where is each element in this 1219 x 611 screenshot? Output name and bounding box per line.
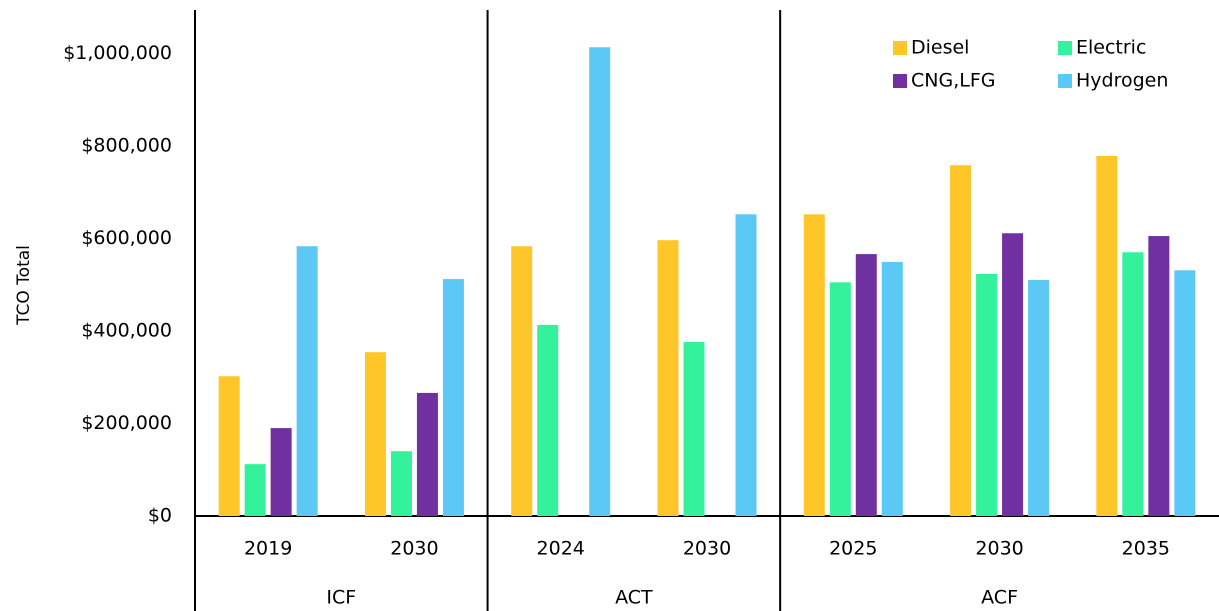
bar xyxy=(1028,280,1050,516)
bar xyxy=(442,279,464,516)
bar xyxy=(976,273,998,516)
x-tick-label: 2030 xyxy=(390,538,438,560)
bar xyxy=(657,240,679,516)
x-tick-label: 2024 xyxy=(537,538,585,560)
bar xyxy=(364,352,386,516)
bar xyxy=(270,428,292,516)
group-label: ACT xyxy=(615,587,653,609)
legend-swatch xyxy=(893,41,907,55)
bar xyxy=(416,392,438,516)
bar xyxy=(881,261,903,516)
bar xyxy=(683,342,705,516)
legend-swatch xyxy=(1058,41,1072,55)
bar xyxy=(589,47,611,517)
x-tick-label: 2030 xyxy=(975,538,1023,560)
x-tick-label: 2030 xyxy=(683,538,731,560)
bar xyxy=(218,376,240,516)
group-label: ACF xyxy=(981,587,1018,609)
group-label: ICF xyxy=(326,587,356,609)
y-axis-label: TCO Total xyxy=(14,245,34,326)
legend-swatch xyxy=(1058,74,1072,88)
legend-label: Electric xyxy=(1076,37,1146,59)
bar xyxy=(390,451,412,516)
bar xyxy=(735,214,757,516)
legend-label: Diesel xyxy=(911,37,969,59)
legend-swatch xyxy=(893,74,907,88)
bar xyxy=(1122,252,1144,516)
y-tick-label: $1,000,000 xyxy=(63,42,172,64)
x-tick-label: 2025 xyxy=(829,538,877,560)
bar xyxy=(1002,233,1024,517)
y-tick-label: $800,000 xyxy=(81,134,172,156)
bar xyxy=(803,214,825,516)
y-tick-label: $200,000 xyxy=(81,412,172,434)
bar xyxy=(244,464,266,516)
x-tick-label: 2019 xyxy=(244,538,292,560)
bar xyxy=(1148,236,1170,517)
bar xyxy=(950,165,972,516)
legend-label: Hydrogen xyxy=(1076,70,1168,92)
legend-label: CNG,LFG xyxy=(911,70,995,92)
bar xyxy=(1096,155,1118,517)
bar xyxy=(511,246,533,517)
y-tick-label: $600,000 xyxy=(81,227,172,249)
y-tick-label: $0 xyxy=(148,505,172,527)
y-tick-label: $400,000 xyxy=(81,319,172,341)
bar xyxy=(829,282,851,516)
bar xyxy=(1174,270,1196,516)
bar xyxy=(296,246,318,517)
bar xyxy=(537,324,559,516)
bar xyxy=(855,254,877,516)
x-tick-label: 2035 xyxy=(1122,538,1170,560)
